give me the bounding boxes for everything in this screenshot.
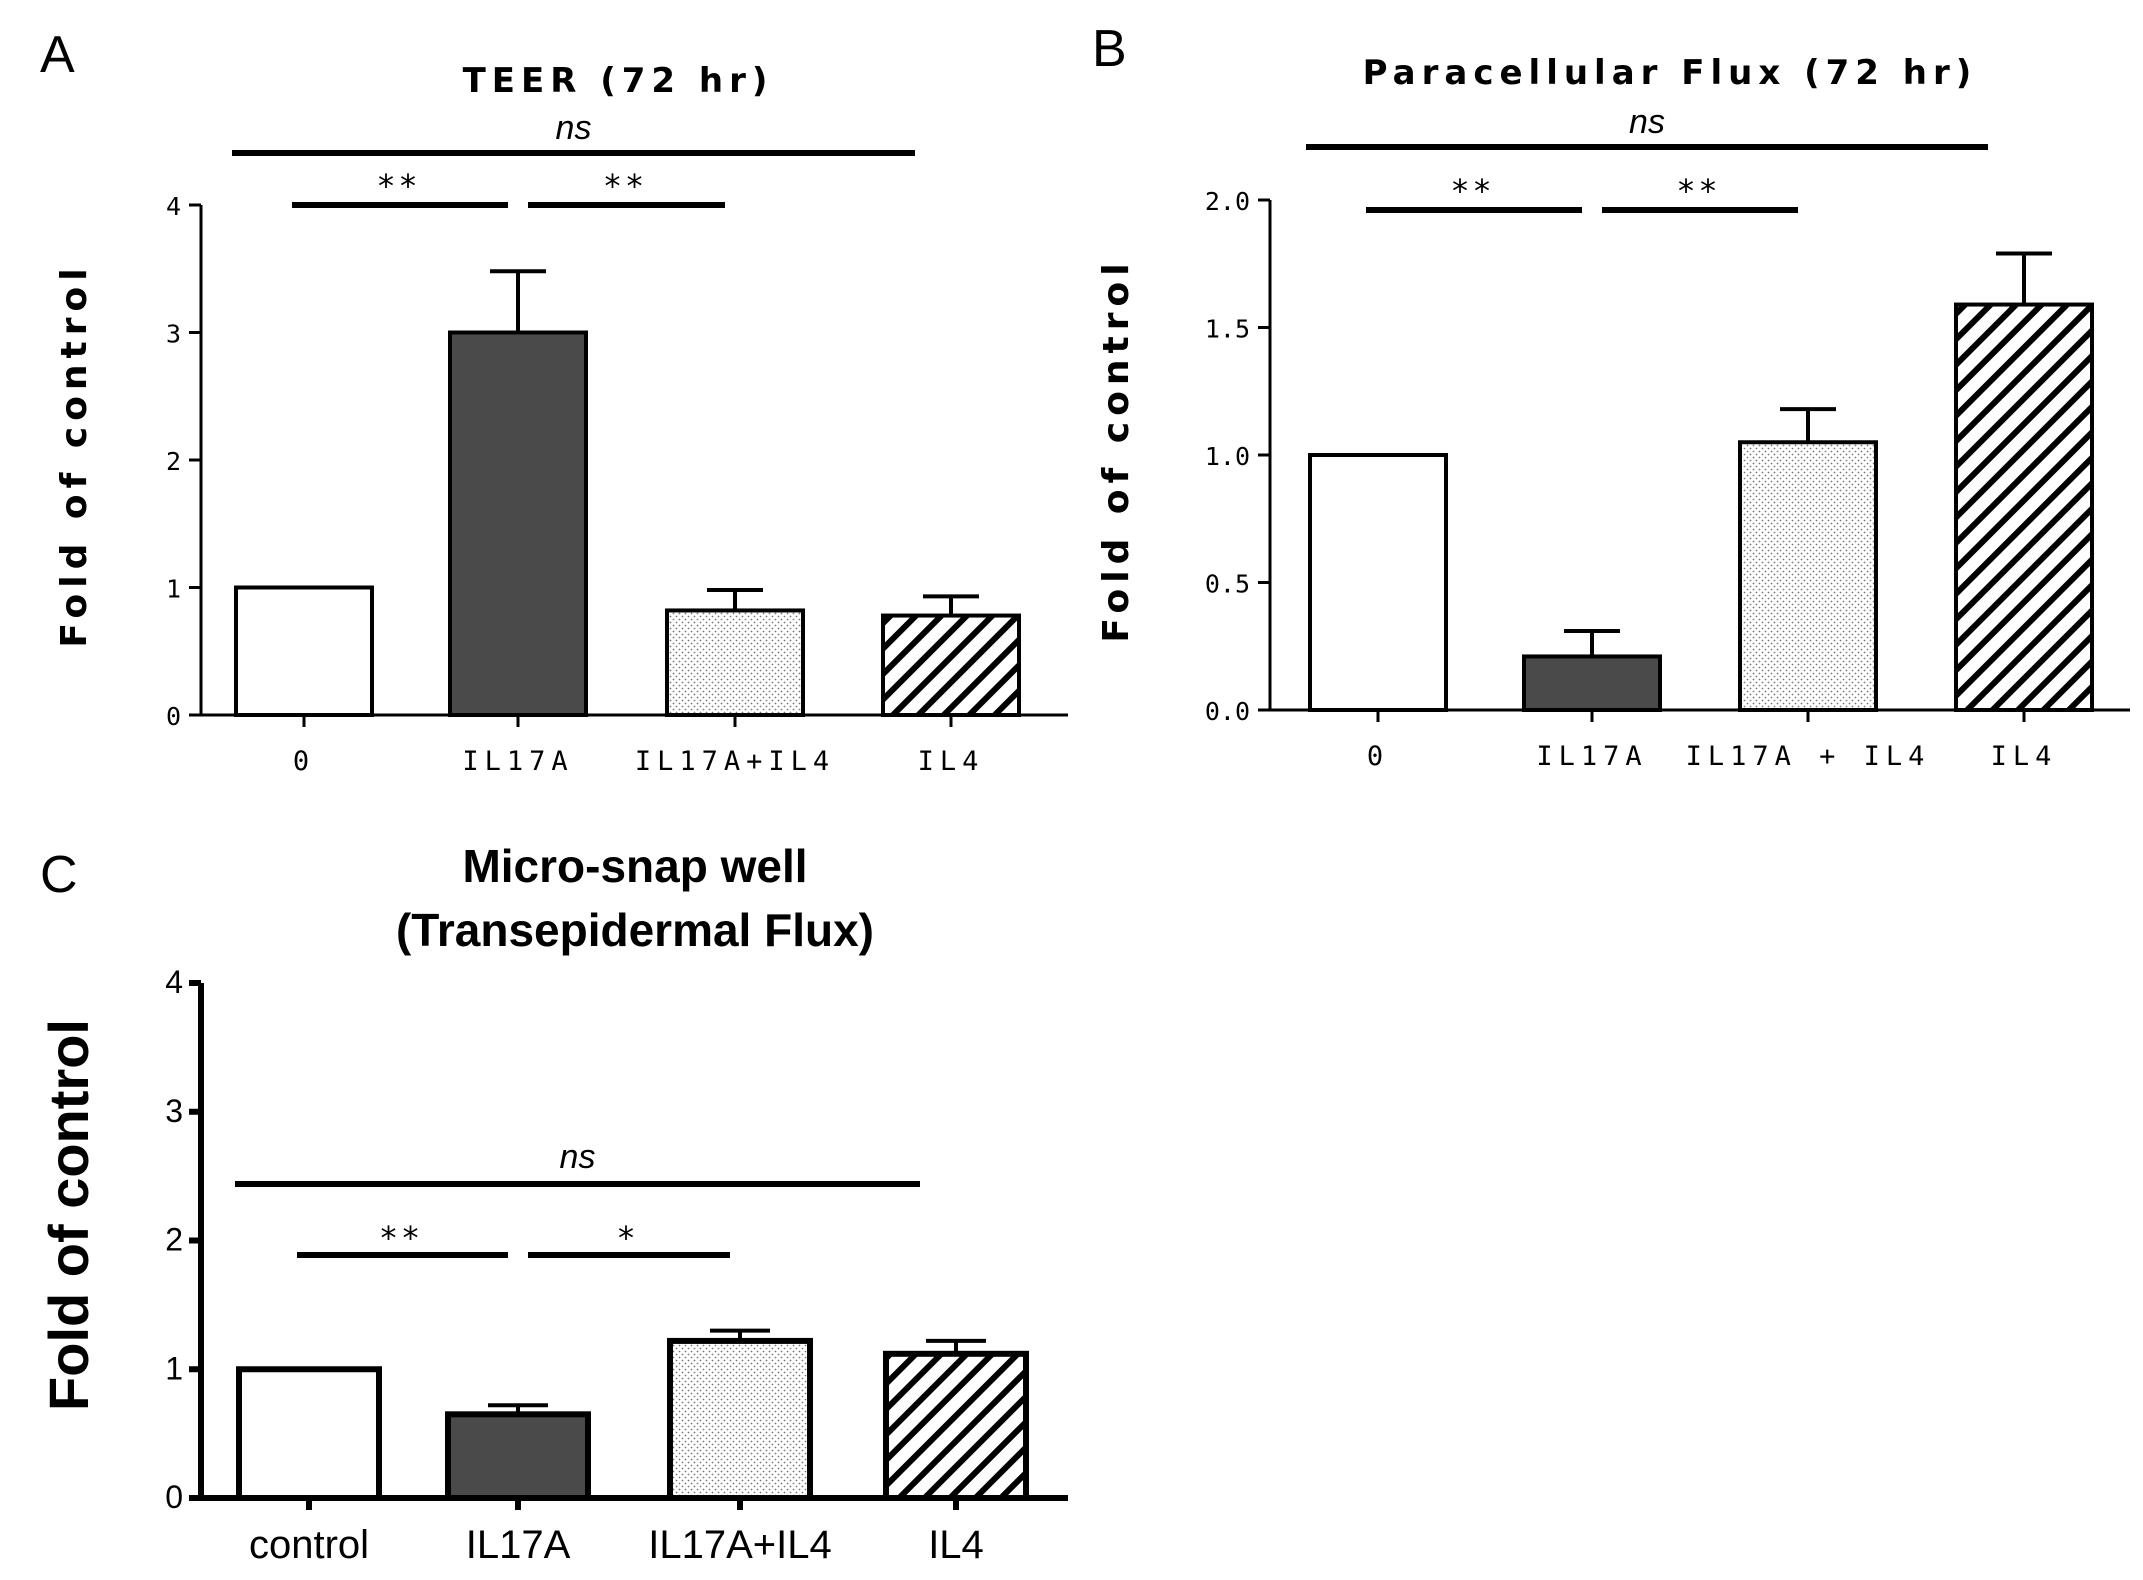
x-tick-label: IL17A	[1536, 741, 1647, 772]
chart-panel-b: Paracellular Flux (72 hr) Fold of contro…	[1096, 53, 2130, 772]
bar-0	[234, 585, 374, 717]
chart-title: Paracellular Flux (72 hr)	[1363, 53, 1978, 93]
chart-title: TEER (72 hr)	[463, 61, 774, 101]
bar-il17a-il4	[1738, 440, 1878, 712]
significance-label-ns: ns	[1629, 103, 1665, 141]
bar-il17a-il4	[665, 608, 805, 718]
x-tick-label: IL17A + IL4	[1686, 741, 1931, 772]
x-tick-label: control	[249, 1523, 369, 1567]
y-axis-label: Fold of control	[37, 1019, 100, 1411]
y-tick-label: 3	[165, 1093, 183, 1129]
y-tick-label: 2	[166, 447, 181, 476]
bar-0	[1308, 453, 1448, 712]
x-tick-label: 0	[293, 746, 315, 777]
y-tick-label: 4	[165, 964, 183, 1000]
x-tick-label: IL17A+IL4	[648, 1523, 832, 1567]
x-tick-label: 0	[1367, 741, 1389, 772]
bar-control	[236, 1366, 382, 1501]
y-tick-label: 2	[165, 1222, 183, 1258]
bar-il17a	[448, 330, 588, 717]
y-tick-label: 1	[166, 575, 181, 604]
bar-il17a	[445, 1411, 591, 1501]
significance-label-ns: ns	[560, 1138, 596, 1176]
chart-title: Micro-snap well	[462, 840, 807, 892]
significance-label: **	[605, 167, 649, 205]
x-tick-label: IL17A	[462, 746, 573, 777]
bar-il4	[883, 1350, 1029, 1502]
y-tick-label: 1.5	[1205, 315, 1250, 344]
significance-label-ns: ns	[556, 109, 592, 147]
bar-il4	[881, 613, 1021, 717]
bar-il17a	[1522, 654, 1662, 713]
bar-il4	[1954, 302, 2094, 712]
significance-label: **	[1452, 172, 1496, 210]
y-axis-label: Fold of control	[1096, 257, 1137, 642]
y-tick-label: 0.5	[1205, 570, 1250, 599]
y-tick-label: 0.0	[1205, 697, 1250, 726]
panel-letter-c: C	[40, 846, 78, 904]
y-tick-label: 0	[165, 1479, 183, 1515]
chart-panel-a: TEER (72 hr) Fold of control 0 1 2 3 4 0 IL17A…	[54, 61, 1068, 777]
chart-subtitle: (Transepidermal Flux)	[396, 904, 874, 956]
x-tick-label: IL4	[918, 746, 985, 777]
y-tick-label: 0	[166, 702, 181, 731]
x-tick-label: IL17A	[466, 1523, 571, 1567]
significance-label: **	[378, 167, 422, 205]
significance-label: **	[381, 1219, 425, 1257]
y-tick-label: 4	[166, 192, 181, 221]
y-tick-label: 1	[165, 1350, 183, 1386]
panel-letter-a: A	[40, 26, 75, 84]
y-axis-label: Fold of control	[54, 262, 95, 647]
x-tick-label: IL4	[928, 1523, 984, 1567]
x-tick-label: IL4	[1991, 741, 2058, 772]
chart-panel-c: Micro-snap well (Transepidermal Flux) Fo…	[37, 840, 1068, 1567]
y-tick-label: 3	[166, 320, 181, 349]
y-tick-label: 1.0	[1205, 442, 1250, 471]
significance-label: *	[618, 1219, 640, 1257]
significance-label: **	[1678, 172, 1722, 210]
y-tick-label: 2.0	[1205, 187, 1250, 216]
panel-letter-b: B	[1092, 20, 1127, 78]
bar-il17a-il4	[667, 1337, 813, 1502]
x-tick-label: IL17A+IL4	[635, 746, 835, 777]
